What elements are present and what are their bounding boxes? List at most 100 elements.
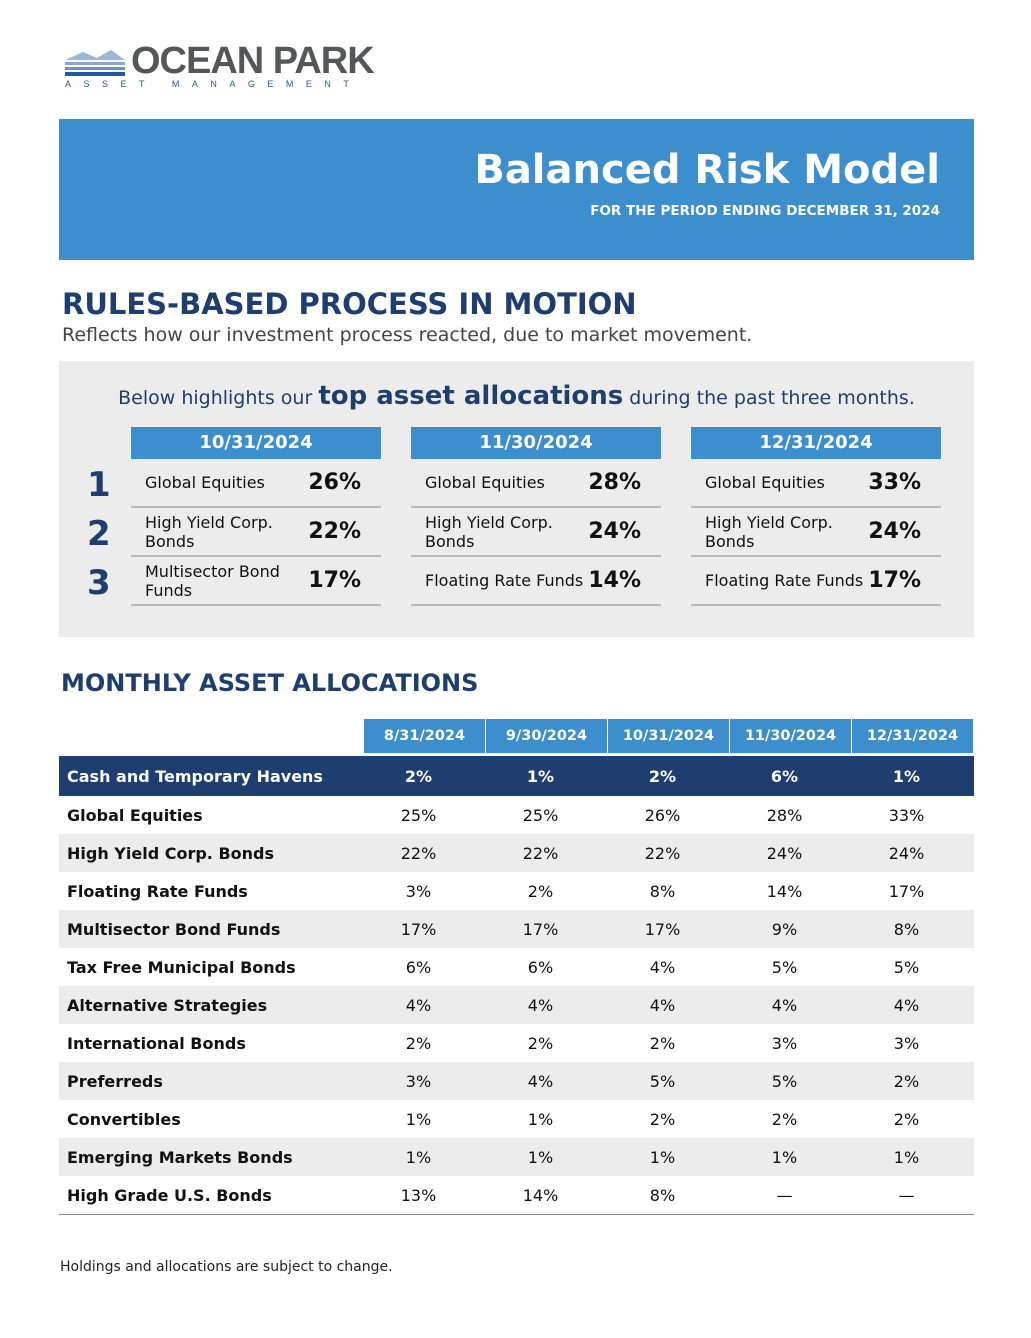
column-header: 8/31/2024 (364, 719, 485, 753)
logo: OCEAN PARK ASSET MANAGEMENT (63, 40, 383, 92)
cell-value: 25% (522, 805, 559, 825)
cell-value: 2% (771, 1109, 798, 1129)
cell-value: 5% (771, 1071, 798, 1091)
row-label: Emerging Markets Bonds (67, 1147, 293, 1167)
cell-value: 4% (405, 995, 432, 1015)
table-bottom-rule (59, 1214, 974, 1215)
column-header: 9/30/2024 (486, 719, 607, 753)
cell-value: 24% (766, 843, 803, 863)
row-label: Multisector Bond Funds (67, 919, 281, 939)
allocation-column: 10/31/2024 Global Equities 26% High Yield C… (131, 427, 381, 606)
process-subtitle: Reflects how our investment process reac… (62, 324, 753, 346)
allocation-row: Floating Rate Funds 14% (411, 557, 661, 606)
title-banner: Balanced Risk Model FOR THE PERIOD ENDIN… (59, 119, 974, 260)
table-row: Emerging Markets Bonds 1% 1% 1% 1% 1% (59, 1138, 974, 1176)
cell-value: 2% (527, 1033, 554, 1053)
cell-value: 3% (771, 1033, 798, 1053)
intro-post: during the past three months. (623, 387, 915, 409)
table-row: Multisector Bond Funds 17% 17% 17% 9% 8% (59, 910, 974, 948)
cell-value: 13% (400, 1185, 437, 1205)
intro-pre: Below highlights our (118, 387, 319, 409)
cell-value: 6% (527, 957, 554, 977)
asset-pct: 22% (308, 519, 361, 544)
asset-pct: 26% (308, 470, 361, 495)
asset-pct: 28% (588, 470, 641, 495)
rank-1: 1 (87, 465, 111, 505)
asset-pct: 24% (868, 519, 921, 544)
asset-pct: 17% (308, 568, 361, 593)
cell-value: 4% (771, 995, 798, 1015)
column-header: 10/31/2024 (608, 719, 729, 753)
cell-value: 1% (405, 1109, 432, 1129)
cell-value: 1% (527, 1109, 554, 1129)
row-label: Tax Free Municipal Bonds (67, 957, 296, 977)
cell-value: 14% (522, 1185, 559, 1205)
allocation-row: High Yield Corp. Bonds 22% (131, 508, 381, 557)
cell-value: 22% (400, 843, 437, 863)
cell-value: 4% (893, 995, 920, 1015)
cell-value: 8% (649, 881, 676, 901)
asset-pct: 24% (588, 519, 641, 544)
cell-value: 2% (648, 766, 677, 786)
table-row: Cash and Temporary Havens 2% 1% 2% 6% 1% (59, 756, 974, 796)
wave-logo-icon (65, 50, 125, 76)
rank-3: 3 (87, 563, 111, 603)
cell-value: 17% (400, 919, 437, 939)
cell-value: 2% (649, 1033, 676, 1053)
cell-value: 6% (770, 766, 799, 786)
asset-pct: 33% (868, 470, 921, 495)
cell-value: 5% (771, 957, 798, 977)
row-label: International Bonds (67, 1033, 246, 1053)
cell-value: 1% (405, 1147, 432, 1167)
asset-name: Global Equities (705, 473, 825, 492)
asset-name: High Yield Corp. Bonds (425, 512, 553, 551)
cell-value: 3% (405, 1071, 432, 1091)
table-row: International Bonds 2% 2% 2% 3% 3% (59, 1024, 974, 1062)
monthly-title: MONTHLY ASSET ALLOCATIONS (61, 669, 479, 697)
cell-value: 6% (405, 957, 432, 977)
cell-value: 1% (527, 1147, 554, 1167)
table-row: Preferreds 3% 4% 5% 5% 2% (59, 1062, 974, 1100)
footer-note: Holdings and allocations are subject to … (60, 1259, 393, 1275)
cell-value: 1% (649, 1147, 676, 1167)
cell-value: 2% (893, 1109, 920, 1129)
cell-value: 24% (888, 843, 925, 863)
cell-value: 8% (649, 1185, 676, 1205)
cell-value: 1% (771, 1147, 798, 1167)
logo-tagline: ASSET MANAGEMENT (65, 79, 362, 89)
table-row: High Grade U.S. Bonds 13% 14% 8% — — (59, 1176, 974, 1214)
cell-value: 2% (527, 881, 554, 901)
asset-name: Floating Rate Funds (705, 571, 864, 590)
cell-value: 9% (771, 919, 798, 939)
cell-value: 14% (766, 881, 803, 901)
cell-value: 17% (888, 881, 925, 901)
cell-value: 33% (888, 805, 925, 825)
allocation-row: Global Equities 26% (131, 459, 381, 508)
column-date: 12/31/2024 (691, 427, 941, 459)
allocation-column: 11/30/2024 Global Equities 28% High Yield C… (411, 427, 661, 606)
row-label: High Yield Corp. Bonds (67, 843, 274, 863)
asset-name: High Yield Corp. Bonds (145, 512, 273, 551)
asset-name: Multisector Bond Funds (145, 561, 280, 600)
logo-wordmark: OCEAN PARK (131, 40, 375, 82)
cell-value: 1% (893, 1147, 920, 1167)
page-title: Balanced Risk Model (474, 147, 940, 193)
cell-value: 22% (644, 843, 681, 863)
table-row: Convertibles 1% 1% 2% 2% 2% (59, 1100, 974, 1138)
monthly-allocations-table: 8/31/2024 9/30/2024 10/31/2024 11/30/2024 12… (59, 719, 974, 1215)
allocation-row: Floating Rate Funds 17% (691, 557, 941, 606)
cell-value: 2% (893, 1071, 920, 1091)
cell-value: 4% (527, 995, 554, 1015)
cell-value: — (898, 1185, 915, 1205)
column-header: 11/30/2024 (730, 719, 851, 753)
cell-value: 8% (893, 919, 920, 939)
row-label: Preferreds (67, 1071, 163, 1091)
cell-value: 3% (405, 881, 432, 901)
cell-value: 4% (649, 995, 676, 1015)
row-label: Cash and Temporary Havens (67, 766, 323, 786)
allocation-row: High Yield Corp. Bonds 24% (411, 508, 661, 557)
column-header: 12/31/2024 (852, 719, 973, 753)
rank-2: 2 (87, 514, 111, 554)
table-row: Global Equities 25% 25% 26% 28% 33% (59, 796, 974, 834)
row-label: Alternative Strategies (67, 995, 268, 1015)
